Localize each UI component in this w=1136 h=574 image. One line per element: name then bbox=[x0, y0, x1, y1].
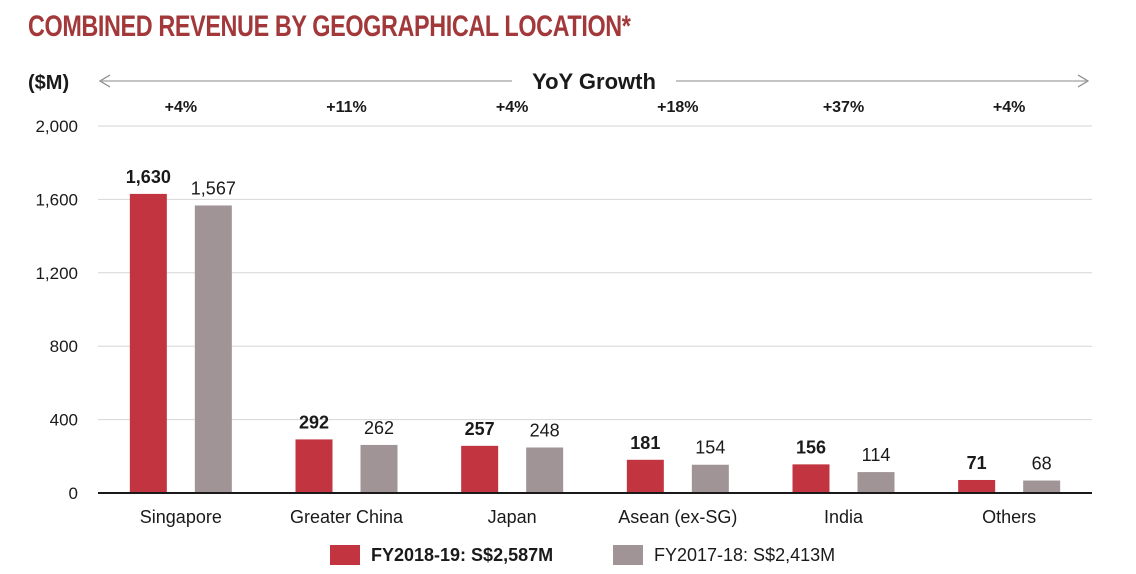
y-tick-label-2000: 2,000 bbox=[35, 117, 78, 136]
legend-label-fy2018-19: FY2018-19: S$2,587M bbox=[371, 545, 553, 565]
value-label-india-fy2017-18: 114 bbox=[862, 445, 891, 465]
value-label-singapore-fy2018-19: 1,630 bbox=[126, 167, 171, 187]
y-tick-label-1200: 1,200 bbox=[35, 264, 78, 283]
value-label-greater-china-fy2018-19: 292 bbox=[299, 412, 329, 432]
y-axis-ticks: 0 400 800 1,200 1,600 2,000 bbox=[35, 117, 78, 503]
bar-singapore-fy2017-18 bbox=[194, 205, 232, 493]
bar-japan-fy2018-19 bbox=[461, 445, 499, 493]
chart-title: COMBINED REVENUE BY GEOGRAPHICAL LOCATIO… bbox=[28, 10, 631, 43]
category-label-others: Others bbox=[982, 507, 1036, 527]
growth-label-others: +4% bbox=[993, 99, 1025, 116]
growth-label-japan: +4% bbox=[496, 99, 528, 116]
legend-swatch-fy2018-19 bbox=[330, 545, 360, 565]
bar-others-fy2017-18 bbox=[1023, 480, 1061, 493]
growth-header: YoY Growth bbox=[532, 69, 656, 94]
bar-others-fy2018-19 bbox=[958, 479, 996, 493]
y-tick-label-400: 400 bbox=[50, 411, 78, 430]
growth-label-asean-ex-sg: +18% bbox=[657, 99, 698, 116]
growth-label-singapore: +4% bbox=[165, 99, 197, 116]
value-label-singapore-fy2017-18: 1,567 bbox=[191, 178, 236, 198]
bar-japan-fy2017-18 bbox=[526, 447, 564, 493]
bar-greater-china-fy2017-18 bbox=[360, 444, 398, 493]
growth-label-greater-china: +11% bbox=[326, 99, 366, 116]
bars bbox=[129, 193, 1061, 493]
growth-arrow-left-head bbox=[98, 74, 111, 88]
value-label-others-fy2018-19: 71 bbox=[967, 453, 987, 473]
bar-asean-ex-sg-fy2017-18 bbox=[691, 464, 729, 493]
growth-label-india: +37% bbox=[823, 99, 864, 116]
value-label-india-fy2018-19: 156 bbox=[796, 437, 826, 457]
growth-labels: +4% +11% +4% +18% +37% +4% bbox=[165, 99, 1026, 116]
growth-arrow-right-head bbox=[1077, 74, 1090, 88]
category-label-india: India bbox=[824, 507, 864, 527]
bar-india-fy2018-19 bbox=[792, 464, 830, 493]
y-tick-label-0: 0 bbox=[69, 484, 78, 503]
bar-india-fy2017-18 bbox=[857, 472, 895, 493]
value-label-japan-fy2017-18: 248 bbox=[530, 420, 560, 440]
category-label-singapore: Singapore bbox=[140, 507, 222, 527]
value-label-others-fy2017-18: 68 bbox=[1032, 454, 1052, 474]
value-labels: 1,630 1,567 292 262 257 248 181 154 156 114 71 68 bbox=[126, 167, 1052, 474]
bar-singapore-fy2018-19 bbox=[129, 193, 167, 493]
y-tick-label-800: 800 bbox=[50, 337, 78, 356]
value-label-japan-fy2018-19: 257 bbox=[465, 419, 495, 439]
grid-layer bbox=[98, 125, 1092, 421]
bar-greater-china-fy2018-19 bbox=[295, 439, 333, 493]
y-axis-unit-label: ($M) bbox=[28, 72, 69, 94]
legend-swatch-fy2017-18 bbox=[613, 545, 643, 565]
value-label-greater-china-fy2017-18: 262 bbox=[364, 418, 394, 438]
category-label-asean-ex-sg: Asean (ex-SG) bbox=[618, 507, 737, 527]
y-tick-label-1600: 1,600 bbox=[35, 190, 78, 209]
bar-asean-ex-sg-fy2018-19 bbox=[626, 459, 664, 493]
category-labels: Singapore Greater China Japan Asean (ex-SG)… bbox=[140, 507, 1036, 527]
legend: FY2018-19: S$2,587M FY2017-18: S$2,413M bbox=[330, 545, 835, 565]
legend-label-fy2017-18: FY2017-18: S$2,413M bbox=[654, 545, 835, 565]
value-label-asean-ex-sg-fy2018-19: 181 bbox=[630, 433, 660, 453]
category-label-greater-china: Greater China bbox=[290, 507, 404, 527]
value-label-asean-ex-sg-fy2017-18: 154 bbox=[695, 438, 725, 458]
category-label-japan: Japan bbox=[488, 507, 537, 527]
